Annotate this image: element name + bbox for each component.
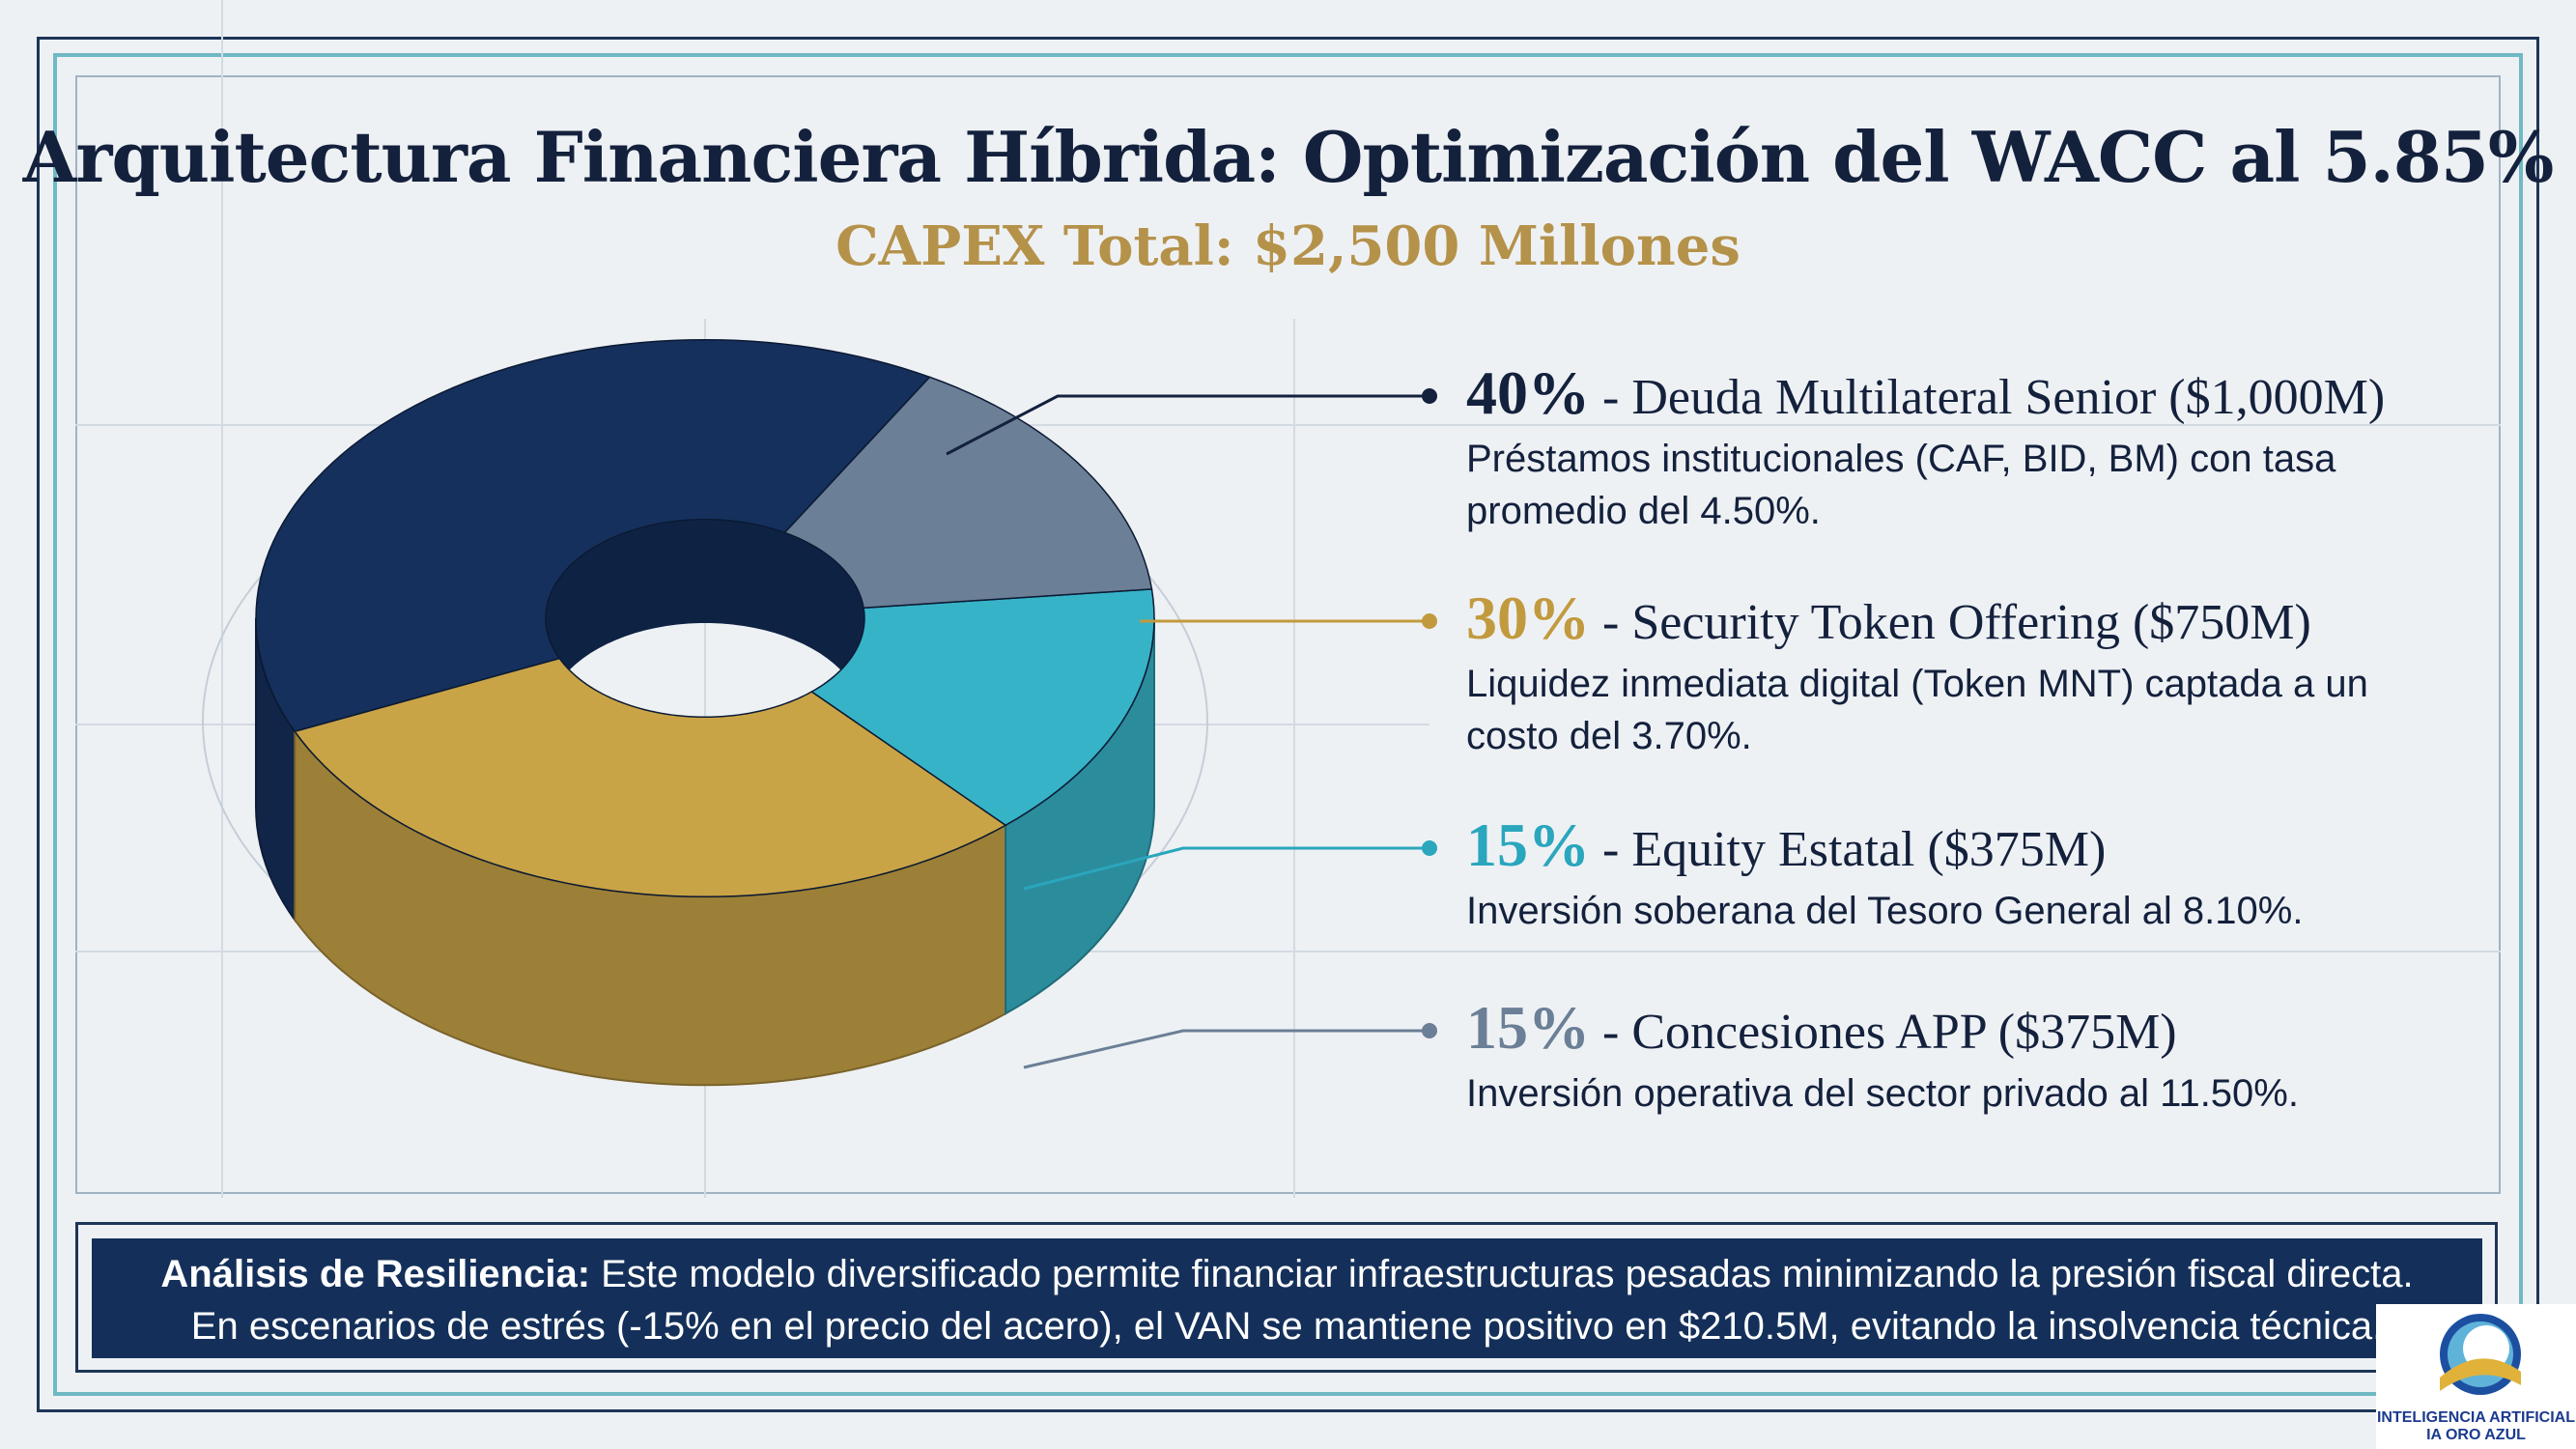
inner-frame <box>75 75 2501 1194</box>
chart-title: Arquitectura Financiera Híbrida: Optimiz… <box>22 116 2555 198</box>
donut-hole-wall <box>546 519 864 723</box>
leader-dot <box>1422 613 1437 629</box>
leader-dot <box>1422 1023 1437 1038</box>
logo-icon <box>2440 1314 2521 1395</box>
legend-item-deuda: 40% - Deuda Multilateral Senior ($1,000M… <box>1466 362 2509 537</box>
banner-line-2: En escenarios de estrés (-15% en el prec… <box>190 1305 2384 1348</box>
legend-item-app: 15% - Concesiones APP ($375M) Inversión … <box>1466 997 2509 1120</box>
chart-subtitle: CAPEX Total: $2,500 Millones <box>835 214 1741 278</box>
banner-label: Análisis de Resiliencia: <box>160 1253 591 1295</box>
legend-percent: 15% <box>1466 993 1590 1062</box>
teal-frame <box>53 53 2523 1396</box>
logo-line-2: IA ORO AZUL <box>2426 1427 2526 1443</box>
donut-slice <box>293 657 1007 898</box>
leader-line <box>1023 846 1430 891</box>
legend-label: - Deuda Multilateral Senior ($1,000M) <box>1590 370 2386 425</box>
legend-item-token: 30% - Security Token Offering ($750M) Li… <box>1466 587 2509 762</box>
donut-slice <box>810 588 1155 827</box>
logo-line-1: INTELIGENCIA ARTIFICIAL <box>2376 1409 2576 1426</box>
leader-line <box>946 394 1430 456</box>
legend-percent: 40% <box>1466 358 1590 427</box>
legend-description: Inversión soberana del Tesoro General al… <box>1466 890 2304 932</box>
outer-frame <box>37 37 2539 1412</box>
leader-dot <box>1422 840 1437 856</box>
legend-label: - Security Token Offering ($750M) <box>1590 595 2311 650</box>
legend-description: Préstamos institucionales (CAF, BID, BM)… <box>1466 438 2336 532</box>
legend-item-equity: 15% - Equity Estatal ($375M) Inversión s… <box>1466 814 2509 937</box>
legend-description: Liquidez inmediata digital (Token MNT) c… <box>1466 663 2368 757</box>
resilience-banner: Análisis de Resiliencia: Este modelo div… <box>92 1238 2482 1358</box>
legend-description: Inversión operativa del sector privado a… <box>1466 1072 2299 1115</box>
brand-logo: INTELIGENCIA ARTIFICIAL IA ORO AZUL <box>2376 1304 2576 1449</box>
legend-percent: 15% <box>1466 810 1590 879</box>
banner-line-1: Este modelo diversificado permite financ… <box>590 1253 2414 1295</box>
legend-label: - Equity Estatal ($375M) <box>1590 822 2107 877</box>
legend-percent: 30% <box>1466 583 1590 652</box>
leader-line <box>1023 1029 1430 1069</box>
donut-slice <box>783 376 1153 610</box>
leader-dot <box>1422 388 1437 404</box>
legend-label: - Concesiones APP ($375M) <box>1590 1005 2177 1060</box>
